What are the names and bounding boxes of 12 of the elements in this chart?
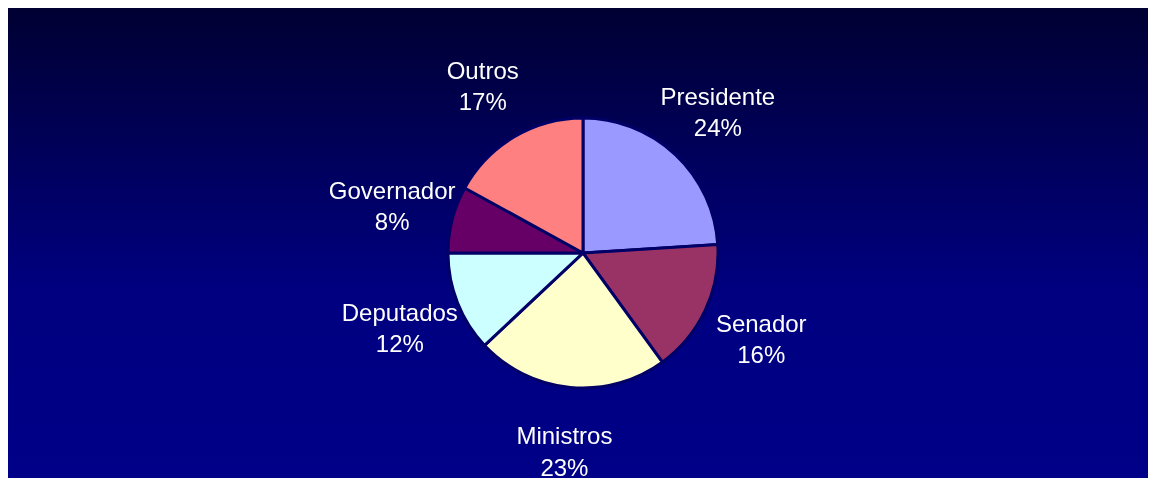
data-label: 23% bbox=[540, 453, 589, 481]
slice-label: Governador bbox=[328, 177, 456, 205]
data-label: 17% bbox=[458, 87, 507, 115]
slice-label: Ministros bbox=[516, 422, 613, 450]
slice-label: Outros bbox=[446, 56, 519, 84]
slice-label: Presidente bbox=[660, 82, 776, 110]
data-label: 24% bbox=[693, 113, 742, 141]
slice-label: Senador bbox=[715, 310, 807, 338]
data-label: 12% bbox=[375, 329, 424, 357]
slice-label: Deputados bbox=[341, 298, 458, 326]
data-label: 8% bbox=[374, 208, 410, 236]
data-label: 16% bbox=[737, 341, 786, 369]
